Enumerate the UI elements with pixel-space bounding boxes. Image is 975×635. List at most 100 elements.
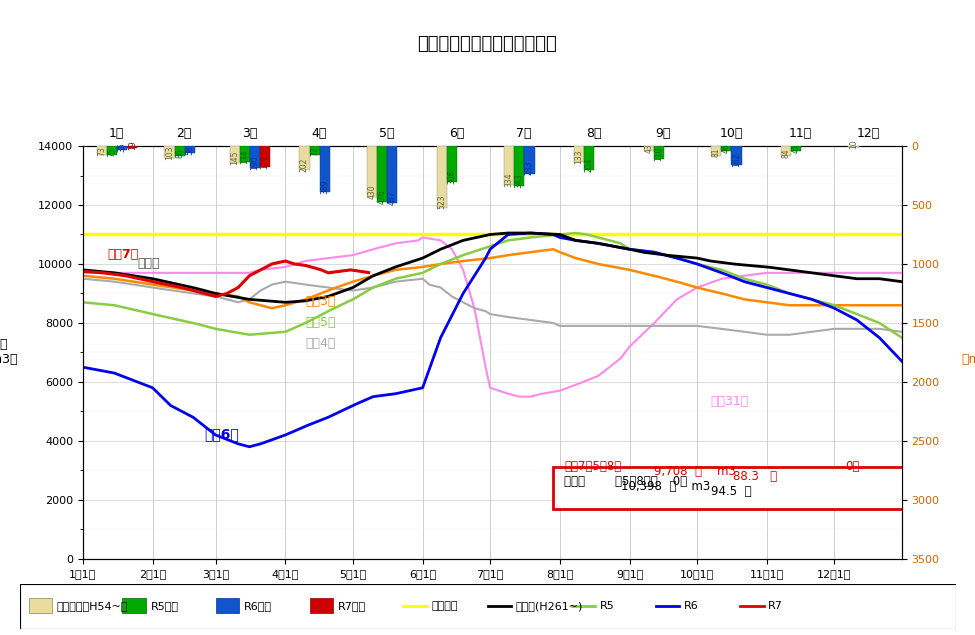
- Text: 7月: 7月: [516, 127, 531, 140]
- Text: 75: 75: [107, 147, 117, 157]
- Text: 11月: 11月: [789, 127, 812, 140]
- Bar: [320, 146, 330, 192]
- Text: 9月: 9月: [655, 127, 671, 140]
- Text: 58: 58: [185, 145, 194, 155]
- Bar: [367, 146, 377, 197]
- Text: 110: 110: [654, 147, 663, 161]
- Text: 43: 43: [644, 143, 653, 153]
- Text: 73: 73: [98, 147, 106, 156]
- Bar: [107, 146, 117, 155]
- FancyBboxPatch shape: [553, 467, 914, 509]
- Bar: [230, 146, 240, 163]
- Text: 162: 162: [732, 152, 741, 167]
- Bar: [97, 146, 107, 155]
- Text: 令和6年: 令和6年: [205, 427, 239, 441]
- Bar: [447, 146, 457, 182]
- Text: 9,708  千    m3: 9,708 千 m3: [654, 465, 736, 478]
- Bar: [584, 146, 594, 170]
- Bar: [260, 146, 270, 167]
- Bar: [525, 146, 534, 173]
- Bar: [644, 146, 654, 151]
- Text: 平年値(H261~): 平年値(H261~): [516, 601, 583, 612]
- Bar: [848, 146, 859, 147]
- Text: 12月: 12月: [856, 127, 879, 140]
- Text: 利水容量: 利水容量: [431, 601, 458, 612]
- Bar: [377, 146, 387, 202]
- Y-axis label: 雨量
（mm）: 雨量 （mm）: [961, 338, 975, 366]
- Bar: [781, 146, 791, 156]
- Text: 430: 430: [368, 184, 376, 199]
- Text: R7: R7: [768, 601, 783, 612]
- Text: 平成31年: 平成31年: [711, 396, 749, 408]
- Text: 179: 179: [260, 154, 270, 169]
- Text: 4月: 4月: [311, 127, 327, 140]
- Bar: [711, 146, 722, 156]
- Bar: [175, 146, 184, 156]
- Text: 0時: 0時: [845, 460, 860, 473]
- Text: 233: 233: [525, 161, 534, 175]
- Bar: [722, 146, 731, 152]
- Bar: [250, 146, 260, 168]
- Text: 大山ダム貯水量及び平均雨量: 大山ダム貯水量及び平均雨量: [417, 36, 558, 53]
- Text: R7雨量: R7雨量: [337, 601, 366, 612]
- Bar: [184, 146, 195, 153]
- Text: 41: 41: [792, 143, 800, 152]
- Bar: [117, 146, 128, 150]
- Bar: [240, 146, 250, 162]
- Text: 343: 343: [515, 173, 524, 188]
- FancyBboxPatch shape: [216, 598, 240, 613]
- Bar: [299, 146, 309, 170]
- Text: 202: 202: [300, 157, 309, 171]
- Text: 84: 84: [782, 148, 791, 157]
- Text: 88.3   ％: 88.3 ％: [733, 470, 777, 483]
- Text: 190: 190: [251, 156, 259, 170]
- Text: 令和7年: 令和7年: [107, 248, 138, 261]
- Text: 平均値: 平均値: [136, 257, 159, 270]
- Text: 523: 523: [437, 195, 447, 210]
- Text: 2月: 2月: [176, 127, 192, 140]
- Bar: [654, 146, 664, 159]
- Text: 46: 46: [722, 144, 731, 153]
- Text: 94.5  ％: 94.5 ％: [711, 485, 752, 498]
- Text: 3月: 3月: [242, 127, 257, 140]
- Text: 133: 133: [574, 149, 583, 163]
- Bar: [791, 146, 801, 151]
- Text: 令和5年: 令和5年: [305, 316, 336, 329]
- Text: 平年雨量（H54~）: 平年雨量（H54~）: [57, 601, 129, 612]
- Text: R6雨量: R6雨量: [244, 601, 272, 612]
- Bar: [309, 146, 320, 154]
- Bar: [387, 146, 397, 203]
- Text: 103: 103: [165, 145, 174, 160]
- Text: 8月: 8月: [586, 127, 602, 140]
- Text: 389: 389: [320, 179, 330, 194]
- Text: R6: R6: [684, 601, 699, 612]
- Text: 6月: 6月: [448, 127, 464, 140]
- Bar: [514, 146, 525, 187]
- Text: 1月: 1月: [109, 127, 125, 140]
- Text: 令和3年: 令和3年: [305, 295, 336, 308]
- FancyBboxPatch shape: [123, 598, 146, 613]
- Text: R5: R5: [600, 601, 614, 612]
- Text: 476: 476: [377, 189, 387, 204]
- Text: 334: 334: [505, 173, 514, 187]
- Text: 145: 145: [230, 150, 239, 165]
- Bar: [731, 146, 742, 165]
- Bar: [165, 146, 175, 158]
- Text: 487: 487: [388, 190, 397, 205]
- Text: R5雨量: R5雨量: [150, 601, 178, 612]
- Bar: [128, 146, 137, 149]
- Text: 令和4年: 令和4年: [305, 337, 336, 349]
- FancyBboxPatch shape: [29, 598, 53, 613]
- Bar: [437, 146, 447, 208]
- Text: 72: 72: [310, 147, 319, 156]
- Text: 35: 35: [118, 142, 127, 152]
- Text: 令和7年5月8日: 令和7年5月8日: [565, 460, 622, 473]
- FancyBboxPatch shape: [310, 598, 333, 613]
- Text: 5月: 5月: [379, 127, 394, 140]
- Text: 86: 86: [176, 149, 184, 158]
- Bar: [504, 146, 514, 185]
- Bar: [574, 146, 584, 162]
- Text: 134: 134: [241, 149, 250, 164]
- Text: 19: 19: [128, 140, 137, 150]
- Text: 81: 81: [712, 148, 721, 157]
